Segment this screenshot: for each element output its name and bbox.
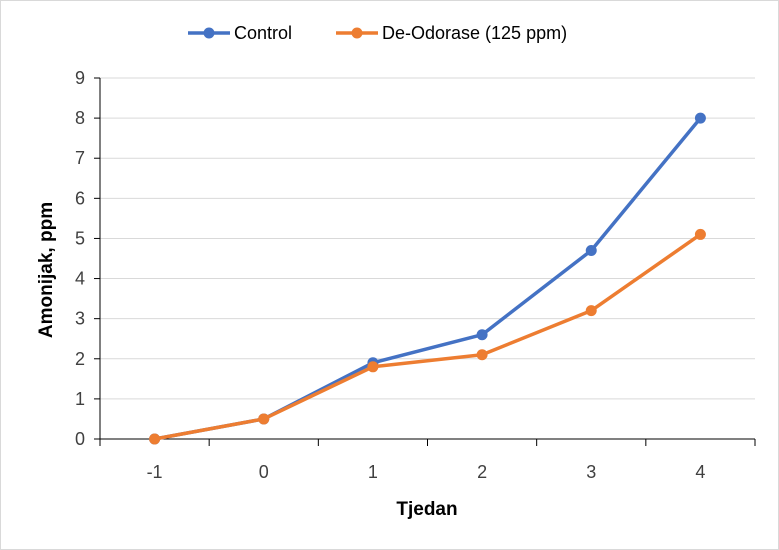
data-point [367, 361, 379, 373]
series-layer [149, 112, 706, 445]
axes [94, 77, 756, 446]
x-tick-label: -1 [147, 462, 163, 482]
x-tick-label: 3 [586, 462, 596, 482]
x-tick-label: 4 [695, 462, 705, 482]
legend-marker [203, 27, 215, 39]
y-tick-label: 5 [75, 228, 85, 248]
y-tick-label: 9 [75, 68, 85, 88]
legend: Control De-Odorase (125 ppm) [188, 23, 567, 43]
y-tick-label: 0 [75, 429, 85, 449]
series-1 [149, 228, 706, 445]
y-axis-title: Amonijak, ppm [36, 202, 57, 338]
y-tick-label: 8 [75, 108, 85, 128]
data-point [476, 349, 488, 361]
x-tick-label: 1 [368, 462, 378, 482]
y-tick-label: 2 [75, 349, 85, 369]
data-point [694, 112, 706, 124]
x-tick-label: 2 [477, 462, 487, 482]
y-tick-label: 7 [75, 148, 85, 168]
gridlines [100, 77, 755, 400]
legend-label: Control [234, 23, 292, 43]
x-tick-labels: -1 0 1 2 3 4 [147, 462, 706, 482]
data-point [585, 244, 597, 256]
y-tick-labels: 0 1 2 3 4 5 6 7 8 9 [75, 68, 85, 449]
x-tick-label: 0 [259, 462, 269, 482]
data-point [585, 305, 597, 317]
data-point [149, 433, 161, 445]
y-tick-label: 1 [75, 389, 85, 409]
legend-item: De-Odorase (125 ppm) [336, 23, 567, 43]
legend-item: Control [188, 23, 292, 43]
y-tick-label: 3 [75, 309, 85, 329]
data-point [694, 228, 706, 240]
x-axis-title: Tjedan [396, 499, 457, 520]
legend-label: De-Odorase (125 ppm) [382, 23, 567, 43]
y-tick-label: 6 [75, 188, 85, 208]
series-line [152, 232, 703, 441]
data-point [476, 329, 488, 341]
legend-marker [351, 27, 363, 39]
y-tick-label: 4 [75, 269, 85, 289]
data-point [258, 413, 270, 425]
